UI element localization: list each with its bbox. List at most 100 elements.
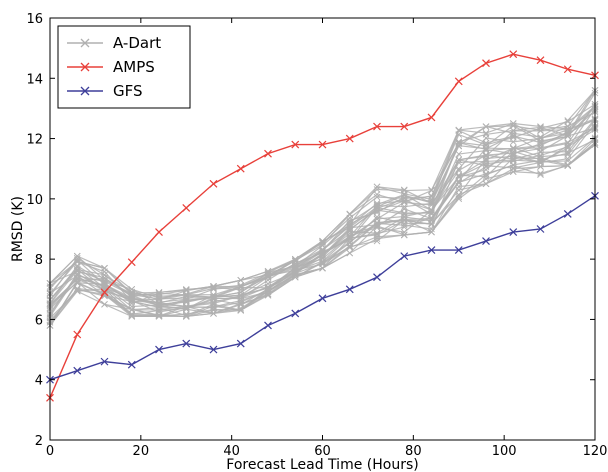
gfs-point-marker (236, 339, 245, 348)
a-dart-marker (264, 267, 272, 275)
amps-point-marker (536, 56, 545, 65)
legend-marker-amps (80, 62, 90, 72)
y-tick-label: 12 (26, 133, 43, 148)
y-tick-label: 6 (35, 313, 43, 328)
gfs-point-marker (264, 321, 272, 330)
a-dart-marker (428, 193, 435, 200)
legend-marker-gfs (80, 86, 90, 96)
a-dart-marker (346, 214, 354, 222)
a-dart-marker (373, 191, 381, 198)
a-dart-marker (564, 151, 572, 158)
amps-point-marker (100, 288, 109, 297)
a-dart-marker (455, 156, 463, 164)
a-dart-marker (400, 228, 408, 236)
a-dart-marker (400, 186, 408, 194)
a-dart-marker (373, 215, 381, 223)
amps-point-marker (482, 59, 490, 68)
a-dart-marker (537, 169, 544, 177)
x-tick-label: 0 (46, 444, 54, 459)
a-dart-marker (564, 140, 572, 147)
a-dart-marker (455, 167, 463, 174)
a-dart-marker (564, 130, 572, 138)
gfs-point-marker (427, 246, 436, 255)
a-dart-marker (373, 229, 381, 237)
a-dart-marker (537, 158, 544, 166)
a-dart-marker (428, 228, 435, 236)
a-dart-marker (509, 130, 517, 137)
a-dart-marker (482, 152, 490, 160)
a-dart-marker (455, 165, 463, 173)
a-dart-marker (564, 123, 572, 130)
x-tick-label: 20 (133, 444, 150, 459)
a-dart-marker (509, 164, 517, 172)
a-dart-marker (346, 233, 354, 240)
a-dart-marker (400, 223, 408, 231)
y-tick-label: 2 (35, 434, 43, 449)
a-dart-marker (564, 162, 572, 170)
y-tick-label: 16 (26, 12, 43, 27)
y-tick-label: 14 (26, 72, 43, 87)
a-dart-marker (564, 133, 572, 140)
gfs-point-marker (454, 246, 463, 255)
a-dart-marker (264, 273, 272, 280)
a-dart-marker (319, 257, 326, 265)
a-dart-marker (101, 276, 108, 284)
a-dart-marker (182, 304, 190, 311)
a-dart-marker (509, 150, 517, 158)
gfs-point-marker (536, 225, 545, 233)
a-dart-marker (182, 298, 190, 306)
a-dart-marker (455, 191, 463, 199)
a-dart-marker (428, 199, 435, 207)
a-dart-marker (400, 197, 408, 205)
a-dart-marker (346, 249, 354, 257)
a-dart-marker (482, 180, 490, 188)
a-dart-marker (564, 148, 572, 155)
a-dart-marker (73, 252, 81, 260)
amps-point-marker (127, 258, 136, 267)
a-dart-marker (210, 300, 217, 307)
a-dart-marker (73, 268, 81, 275)
a-dart-marker (455, 140, 463, 147)
a-dart-marker (101, 264, 108, 272)
a-dart-marker (237, 283, 245, 291)
y-tick-label: 10 (26, 193, 43, 208)
gfs-point-marker (400, 252, 409, 261)
amps-point-marker (400, 122, 409, 131)
a-dart-marker (101, 271, 108, 279)
amps-point-marker (563, 65, 572, 74)
a-dart-marker (455, 193, 463, 201)
a-dart-member-path (49, 108, 596, 308)
a-dart-marker (128, 310, 136, 318)
amps-point-marker (318, 140, 327, 149)
legend-label-a-dart: A-Dart (113, 34, 161, 52)
a-dart-marker (155, 291, 163, 298)
a-dart-marker (537, 133, 544, 141)
a-dart-marker (482, 123, 490, 130)
a-dart-member-line (46, 87, 599, 304)
axis-ticks-layer: 0 20 40 60 80 100 120 2 4 6 8 10 12 14 16 (26, 12, 607, 459)
a-dart-marker (400, 216, 408, 223)
a-dart-marker (319, 239, 326, 247)
a-dart-marker (537, 171, 544, 179)
a-dart-marker (237, 286, 245, 294)
a-dart-marker (537, 135, 544, 142)
legend-label-gfs: GFS (113, 82, 143, 100)
x-tick-label: 100 (492, 444, 517, 459)
a-dart-marker (182, 310, 190, 318)
legend-entry-a-dart: A-Dart (67, 34, 161, 52)
amps-point-marker (454, 77, 463, 86)
a-dart-marker (101, 301, 108, 308)
gfs-point-marker (509, 228, 518, 236)
a-dart-marker (428, 225, 435, 233)
a-dart-marker (319, 246, 326, 253)
x-tick-label: 60 (314, 444, 331, 459)
gfs-point-marker (155, 345, 163, 354)
y-tick-label: 8 (35, 253, 43, 268)
amps-point-marker (509, 50, 518, 59)
a-dart-marker (128, 285, 136, 293)
a-dart-member-path (49, 118, 596, 304)
x-tick-label: 120 (583, 444, 608, 459)
a-dart-marker (319, 247, 326, 255)
a-dart-marker (210, 282, 217, 290)
